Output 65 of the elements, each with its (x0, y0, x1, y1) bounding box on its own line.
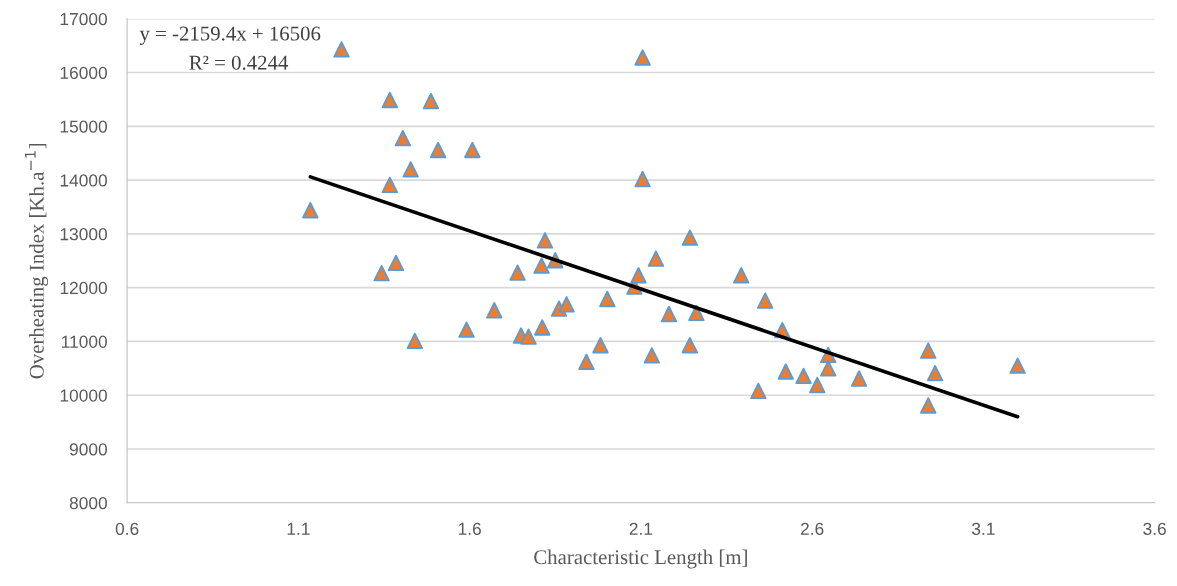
point (850, 370, 868, 387)
point (458, 321, 475, 338)
point (429, 141, 447, 159)
y-tick-label: 17000 (60, 12, 107, 26)
point (402, 161, 419, 178)
x-tick-label: 3.6 (1143, 522, 1166, 535)
point (520, 328, 537, 345)
point (681, 337, 699, 354)
point (634, 49, 651, 66)
point (578, 353, 595, 371)
y-tick-label: 14000 (60, 174, 107, 187)
point (1009, 357, 1026, 374)
point (920, 397, 937, 414)
x-tick-label: 3.1 (971, 522, 995, 535)
point (926, 364, 944, 382)
point (381, 91, 399, 109)
point (750, 382, 767, 400)
y-tick-label: 10000 (60, 389, 107, 402)
point (406, 332, 424, 350)
point (534, 319, 551, 336)
annotation: y = -2159.4x + 16506 (139, 26, 321, 45)
y-axis-title: Overheating Index [Kh.a$^{−1}$] (24, 143, 49, 379)
annotation: R² = 0.4244 (189, 55, 289, 70)
point (558, 296, 575, 313)
y-tick-label: 13000 (60, 228, 107, 241)
point (688, 304, 705, 322)
point (757, 292, 774, 309)
point (592, 337, 609, 354)
point (809, 376, 826, 394)
point (373, 264, 390, 282)
point (333, 41, 350, 58)
point (820, 360, 837, 377)
y-tick-label: 9000 (69, 443, 107, 456)
point (381, 176, 399, 194)
point (647, 250, 665, 267)
y-tick-label: 11000 (62, 335, 107, 348)
point (422, 92, 440, 110)
point (634, 170, 651, 188)
point (387, 254, 405, 272)
y-tick-label: 8000 (69, 496, 107, 510)
point (660, 305, 678, 323)
point (795, 367, 812, 385)
x-tick-label: 2.6 (800, 522, 824, 535)
y-tick-label: 12000 (60, 281, 107, 295)
point (509, 264, 526, 281)
x-tick-label: 1.1 (287, 522, 310, 535)
x-tick-label: 2.1 (629, 522, 653, 535)
point (533, 257, 550, 274)
point (733, 267, 750, 284)
point (302, 202, 319, 219)
point (777, 363, 794, 380)
point (920, 342, 937, 359)
point (464, 141, 481, 159)
point (599, 290, 616, 308)
x-tick-label: 0.6 (115, 522, 139, 535)
point (486, 302, 503, 319)
point (681, 229, 699, 246)
x-axis-title: Characteristic Length [m] (534, 549, 747, 569)
point (536, 232, 554, 249)
point (630, 267, 647, 284)
x-tick-label: 1.6 (458, 522, 481, 535)
point (643, 347, 661, 364)
y-tick-label: 16000 (60, 66, 107, 79)
y-tick-label: 15000 (60, 120, 107, 133)
point (394, 129, 412, 147)
